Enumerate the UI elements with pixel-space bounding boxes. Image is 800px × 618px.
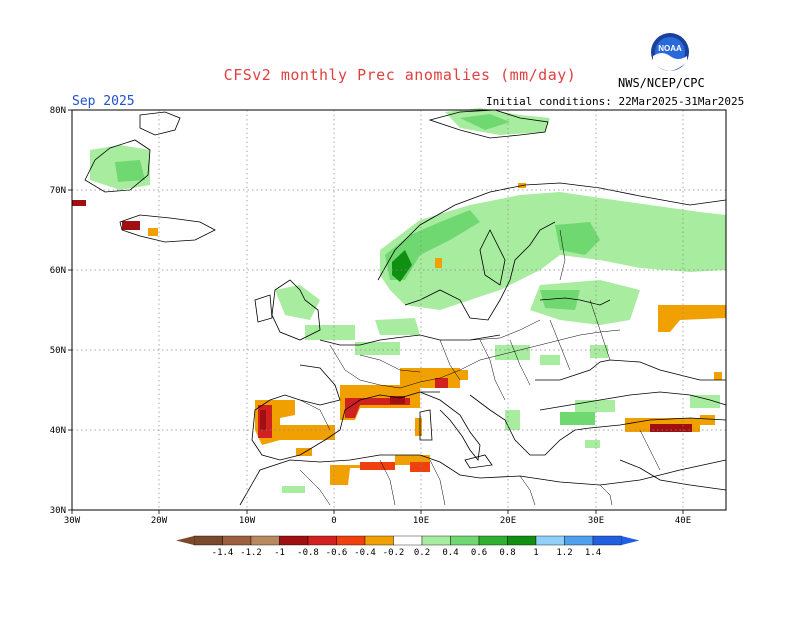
- colorbar-box: [279, 535, 309, 546]
- patch-corsica: [458, 370, 468, 380]
- colorbar-label: 1: [533, 548, 538, 558]
- colorbar-label: 0.4: [442, 548, 458, 558]
- lon-label-40e: 40E: [675, 516, 691, 526]
- patch-greenland-west-dry: [72, 200, 86, 206]
- colorbar-label: -1: [274, 548, 285, 558]
- lon-labels: 30W 20W 10W 0 10E 20E 30E 40E: [64, 516, 691, 526]
- colorbar-box: [535, 535, 565, 546]
- colorbar-label: -1.2: [240, 548, 262, 558]
- patch-svalbard-mid: [460, 114, 510, 130]
- lon-label-10w: 10W: [239, 516, 256, 526]
- lat-label-70n: 70N: [50, 186, 66, 196]
- lon-label-10e: 10E: [413, 516, 429, 526]
- agency-label: NWS/NCEP/CPC: [618, 76, 705, 90]
- patch-north-africa: [330, 455, 430, 485]
- map-title: CFSv2 monthly Prec anomalies (mm/day): [223, 66, 577, 84]
- patch-portugal-core: [260, 410, 266, 430]
- patch-finland-green: [555, 222, 600, 255]
- colorbar-box: [250, 535, 280, 546]
- patch-turkey-s: [585, 440, 600, 448]
- patch-tunisia-red: [410, 462, 430, 472]
- lon-label-20e: 20E: [500, 516, 516, 526]
- noaa-logo: NOAA: [651, 33, 689, 71]
- patch-poland: [495, 345, 530, 360]
- colorbar-label: -0.6: [326, 548, 348, 558]
- patch-scandi-dry: [435, 258, 442, 268]
- colorbar-box: [592, 535, 622, 546]
- patch-anatolia-red: [650, 424, 692, 432]
- colorbar-box: [393, 535, 423, 546]
- colorbar-box: [222, 535, 252, 546]
- colorbar-label: 0.6: [471, 548, 487, 558]
- forecast-month: Sep 2025: [72, 94, 135, 109]
- patch-romania: [540, 355, 560, 365]
- patch-baltic: [540, 290, 580, 310]
- colorbar-box: [307, 535, 337, 546]
- lon-label-0: 0: [331, 516, 336, 526]
- patch-iceland-dry2: [148, 228, 158, 236]
- colorbar: -1.4 -1.2 -1 -0.8 -0.6 -0.4 -0.2 0.2 0.4 0.6 0.8 1 1…: [176, 535, 640, 558]
- colorbar-box: [564, 535, 594, 546]
- colorbar-label: -0.8: [297, 548, 319, 558]
- patch-tunisia: [395, 455, 430, 462]
- colorbar-right-arrow: [621, 536, 640, 545]
- colorbar-box: [421, 535, 451, 546]
- patch-caucasus-dry: [700, 415, 715, 425]
- patch-iceland-dry: [122, 221, 140, 230]
- colorbar-label: 1.2: [556, 548, 572, 558]
- patch-turkey-w: [560, 412, 595, 425]
- colorbar-left-arrow: [176, 536, 194, 545]
- colorbar-box: [364, 535, 394, 546]
- patch-russia-dry: [658, 305, 726, 332]
- lat-label-50n: 50N: [50, 346, 66, 356]
- patch-caucasus: [690, 395, 720, 408]
- lat-labels: 80N 70N 60N 50N 40N 30N: [50, 106, 66, 516]
- patch-caspian-dry: [714, 372, 722, 380]
- patch-balkans: [505, 410, 520, 430]
- patch-benelux: [355, 342, 400, 355]
- lat-label-80n: 80N: [50, 106, 66, 116]
- patch-north-sea: [305, 325, 355, 340]
- patch-north-africa-green: [282, 486, 305, 493]
- patch-ukraine: [590, 345, 608, 358]
- colorbar-label: -0.2: [383, 548, 405, 558]
- lon-label-20w: 20W: [151, 516, 168, 526]
- colorbar-box: [193, 535, 223, 546]
- colorbar-label: 0.2: [414, 548, 430, 558]
- patch-north-africa-red: [360, 462, 395, 470]
- lon-label-30w: 30W: [64, 516, 81, 526]
- tick-marks: [68, 109, 684, 514]
- lat-label-60n: 60N: [50, 266, 66, 276]
- patch-uk: [275, 285, 320, 320]
- patch-spain-central: [280, 425, 335, 440]
- map-frame: [71, 109, 727, 511]
- colorbar-label: 0.8: [499, 548, 515, 558]
- anomaly-patches: [72, 108, 726, 493]
- gridlines: [72, 110, 726, 510]
- patch-greenland-east-mid: [115, 160, 145, 182]
- colorbar-box: [450, 535, 480, 546]
- patch-turkey-nw: [575, 400, 615, 412]
- patch-norway-deep: [392, 250, 412, 282]
- colorbar-box: [478, 535, 508, 546]
- colorbar-label: -0.4: [354, 548, 376, 558]
- lon-label-30e: 30E: [588, 516, 604, 526]
- logo-text: NOAA: [658, 44, 682, 53]
- colorbar-box: [336, 535, 366, 546]
- initial-conditions: Initial conditions: 22Mar2025-31Mar2025: [486, 95, 745, 108]
- patch-alps-red: [435, 378, 448, 388]
- lat-label-30n: 30N: [50, 506, 66, 516]
- lat-label-40n: 40N: [50, 426, 66, 436]
- borders: [299, 229, 661, 506]
- colorbar-label: 1.4: [585, 548, 601, 558]
- patch-denmark: [375, 318, 420, 335]
- colorbar-box: [507, 535, 537, 546]
- colorbar-label: -1.4: [212, 548, 234, 558]
